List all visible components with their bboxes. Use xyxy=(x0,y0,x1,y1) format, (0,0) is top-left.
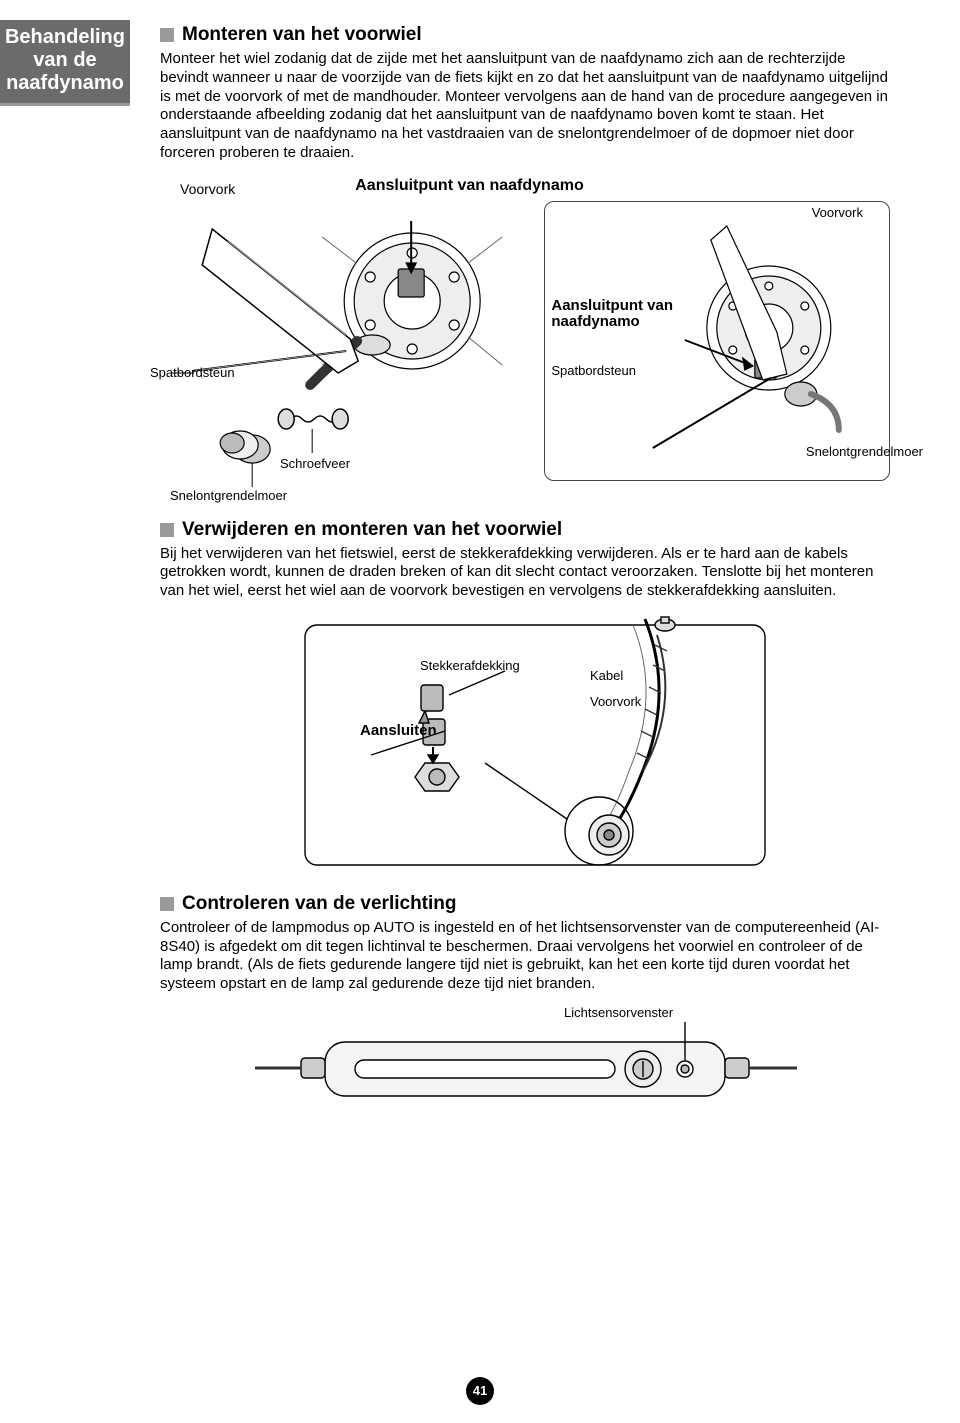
section-2-title: Verwijderen en monteren van het voorwiel xyxy=(182,519,562,541)
fig1r-aansluit2: naafdynamo xyxy=(551,314,639,331)
bullet-square-icon xyxy=(160,28,174,42)
fig1-right-svg xyxy=(565,222,869,462)
figure-1: Voorvork Aansluitpunt van naafdynamo xyxy=(160,177,890,501)
fig2-kabel-label: Kabel xyxy=(590,669,623,683)
section-2: Verwijderen en monteren van het voorwiel… xyxy=(160,519,890,875)
section-2-body: Bij het verwijderen van het fietswiel, e… xyxy=(160,545,890,601)
fig2-stekker-label: Stekkerafdekking xyxy=(420,659,520,673)
section-3-head: Controleren van de verlichting xyxy=(160,893,890,915)
section-1-body: Monteer het wiel zodanig dat de zijde me… xyxy=(160,50,890,163)
figure-2: Stekkerafdekking Aansluiten Kabel Voorvo… xyxy=(160,615,890,875)
fig3-lichtsensor-label: Lichtsensorvenster xyxy=(564,1006,673,1020)
section-1-head: Monteren van het voorwiel xyxy=(160,24,890,46)
fig1r-voorvork: Voorvork xyxy=(812,206,863,220)
figure-3: Lichtsensorvenster xyxy=(160,1008,890,1118)
bullet-square-icon xyxy=(160,897,174,911)
fig3-svg xyxy=(245,1008,805,1118)
sidebar-tag: Behandeling van de naafdynamo xyxy=(0,20,130,106)
section-3: Controleren van de verlichting Controlee… xyxy=(160,893,890,1118)
fig1-spatbord-label: Spatbordsteun xyxy=(150,366,235,380)
fig2-svg xyxy=(245,615,805,875)
section-3-body: Controleer of de lampmodus op AUTO is in… xyxy=(160,919,890,994)
section-1-title: Monteren van het voorwiel xyxy=(182,24,422,46)
page-number: 41 xyxy=(466,1377,494,1405)
fig1r-spatbord: Spatbordsteun xyxy=(551,364,636,378)
fig1-snelmoer-label: Snelontgrendelmoer xyxy=(170,489,287,503)
page-content: Monteren van het voorwiel Monteer het wi… xyxy=(160,24,890,1136)
fig1r-snelmoer: Snelontgrendelmoer xyxy=(806,445,923,459)
fig1r-aansluit1: Aansluitpunt van xyxy=(551,298,673,315)
section-3-title: Controleren van de verlichting xyxy=(182,893,457,915)
fig1-voorvork-left: Voorvork xyxy=(180,177,235,201)
fig2-aansluiten-label: Aansluiten xyxy=(360,723,437,740)
section-2-head: Verwijderen en monteren van het voorwiel xyxy=(160,519,890,541)
fig1-schroefveer-label: Schroefveer xyxy=(280,457,350,471)
bullet-square-icon xyxy=(160,523,174,537)
fig2-voorvork-label: Voorvork xyxy=(590,695,641,709)
fig1-center-caption: Aansluitpunt van naafdynamo xyxy=(355,177,583,195)
